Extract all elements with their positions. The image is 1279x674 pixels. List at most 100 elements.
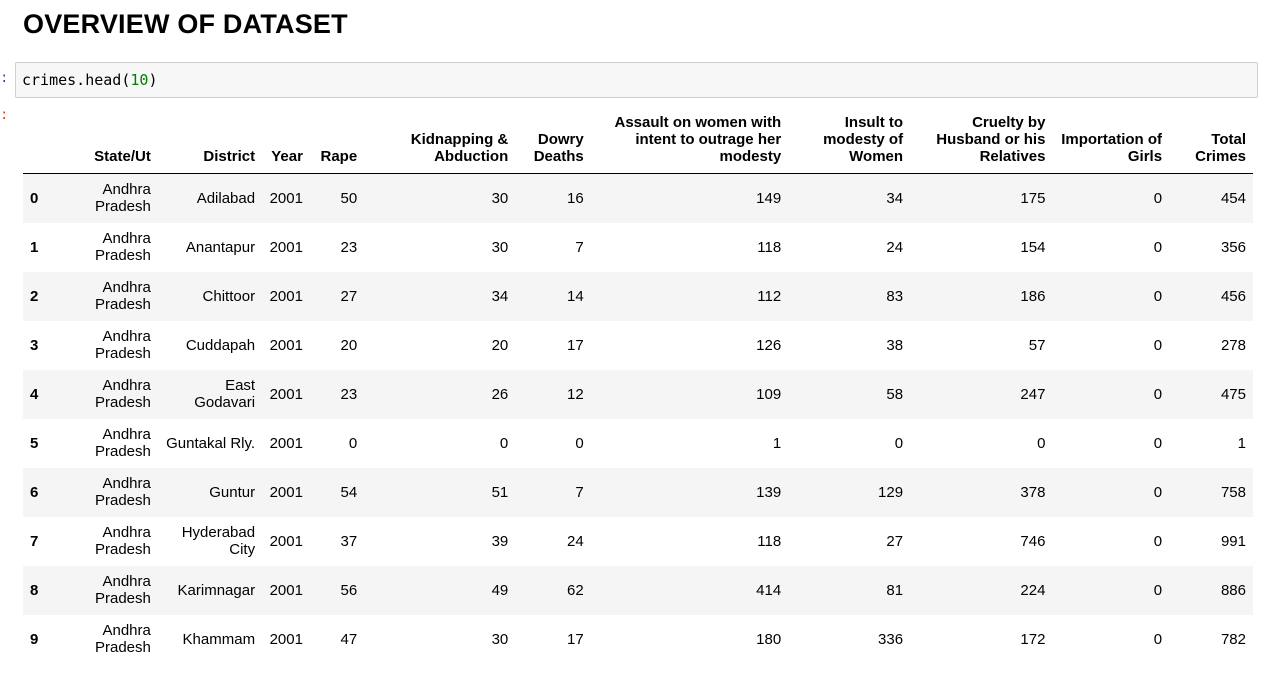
table-cell: 224 bbox=[1020, 581, 1046, 599]
column-header: Importation of Girls bbox=[1052, 110, 1170, 174]
column-header: District bbox=[157, 110, 263, 174]
table-cell: Hyderabad City bbox=[181, 524, 256, 558]
table-cell: 356 bbox=[1220, 238, 1246, 256]
table-cell: 0 bbox=[1153, 581, 1163, 599]
table-cell: 17 bbox=[567, 336, 584, 354]
table-cell: 414 bbox=[756, 581, 782, 599]
table-cell: 83 bbox=[886, 287, 904, 305]
table-row: 0 Andhra Pradesh Adilabad 2001 50 30 16 149 34 17… bbox=[23, 173, 1253, 223]
table-cell: 0 bbox=[1153, 287, 1163, 305]
table-cell: 172 bbox=[1020, 630, 1046, 648]
table-cell: Andhra Pradesh bbox=[94, 377, 151, 411]
table-cell: 2001 bbox=[269, 532, 303, 550]
table-cell: 0 bbox=[894, 434, 904, 452]
index-header bbox=[23, 110, 64, 174]
table-cell: 991 bbox=[1220, 532, 1246, 550]
table-cell: 0 bbox=[1153, 630, 1163, 648]
table-cell: 0 bbox=[1037, 434, 1046, 452]
table-cell: 47 bbox=[340, 630, 358, 648]
table-cell: 118 bbox=[757, 238, 782, 256]
table-cell: 81 bbox=[886, 581, 904, 599]
table-cell: 454 bbox=[1220, 189, 1246, 207]
table-cell: 149 bbox=[756, 189, 782, 207]
table-cell: 54 bbox=[340, 483, 358, 501]
table-cell: 139 bbox=[756, 483, 782, 501]
table-row: 5 Andhra Pradesh Guntakal Rly. 2001 0 0 0 1 0 0 0 1 bbox=[23, 419, 1253, 468]
output-prompt: : bbox=[0, 108, 9, 124]
table-cell: 51 bbox=[491, 483, 509, 501]
table-cell: 1 bbox=[1237, 434, 1246, 452]
row-index: 5 bbox=[30, 434, 39, 452]
table-cell: Khammam bbox=[182, 630, 256, 648]
table-body: 0 Andhra Pradesh Adilabad 2001 50 30 16 149 34 17… bbox=[23, 173, 1253, 664]
row-index: 1 bbox=[30, 238, 39, 256]
table-cell: 2001 bbox=[269, 189, 303, 207]
table-row: 2 Andhra Pradesh Chittoor 2001 27 34 14 112 83 18… bbox=[23, 271, 1253, 321]
table-cell: 2001 bbox=[269, 287, 303, 305]
table-cell: 20 bbox=[340, 336, 358, 354]
table-cell: 62 bbox=[567, 581, 584, 599]
table-cell: 2001 bbox=[269, 336, 303, 354]
table-cell: 2001 bbox=[269, 581, 303, 599]
row-index: 0 bbox=[30, 189, 39, 207]
row-index: 4 bbox=[30, 385, 39, 403]
input-prompt: : bbox=[0, 71, 9, 87]
table-cell: Guntakal Rly. bbox=[166, 434, 256, 452]
table-row: 1 Andhra Pradesh Anantapur 2001 23 30 7 118 24 15… bbox=[23, 223, 1253, 272]
table-cell: 0 bbox=[1153, 238, 1163, 256]
table-cell: 0 bbox=[1153, 532, 1163, 550]
table-cell: 109 bbox=[756, 385, 782, 403]
row-index: 2 bbox=[30, 287, 39, 305]
table-cell: 336 bbox=[878, 630, 904, 648]
table-cell: Andhra Pradesh bbox=[94, 230, 151, 264]
table-cell: 0 bbox=[1153, 189, 1163, 207]
table-cell: 0 bbox=[499, 434, 509, 452]
table-cell: Andhra Pradesh bbox=[94, 426, 151, 460]
table-cell: 126 bbox=[756, 336, 782, 354]
table-cell: 2001 bbox=[269, 483, 303, 501]
table-cell: 0 bbox=[1153, 336, 1163, 354]
table-cell: 0 bbox=[1153, 483, 1163, 501]
dataframe-table: State/Ut District Year Rape Kidnapping & Abd… bbox=[23, 110, 1253, 664]
table-cell: Andhra Pradesh bbox=[94, 622, 151, 656]
table-cell: 50 bbox=[340, 189, 358, 207]
table-cell: 758 bbox=[1220, 483, 1246, 501]
table-cell: 475 bbox=[1220, 385, 1246, 403]
row-index: 8 bbox=[30, 581, 39, 599]
table-cell: 30 bbox=[491, 630, 509, 648]
table-cell: 23 bbox=[340, 238, 358, 256]
table-cell: 57 bbox=[1028, 336, 1046, 354]
column-header: Kidnapping & Abduction bbox=[364, 110, 516, 174]
code-text-end: ) bbox=[148, 71, 158, 89]
code-number-literal: 10 bbox=[130, 71, 149, 89]
table-row: 6 Andhra Pradesh Guntur 2001 54 51 7 139 129 378 0… bbox=[23, 467, 1253, 517]
row-index: 9 bbox=[30, 630, 39, 648]
column-header: Assault on women with intent to outrage … bbox=[590, 110, 789, 174]
table-row: 9 Andhra Pradesh Khammam 2001 47 30 17 180 336 17… bbox=[23, 615, 1253, 664]
table-cell: 12 bbox=[567, 385, 584, 403]
table-cell: Andhra Pradesh bbox=[94, 475, 151, 509]
table-cell: Chittoor bbox=[202, 287, 256, 305]
table-cell: 23 bbox=[340, 385, 358, 403]
table-cell: 456 bbox=[1220, 287, 1246, 305]
table-cell: 782 bbox=[1220, 630, 1246, 648]
table-cell: 0 bbox=[348, 434, 358, 452]
table-cell: Andhra Pradesh bbox=[94, 524, 151, 558]
table-row: 4 Andhra Pradesh East Godavari 2001 23 26 12 10… bbox=[23, 369, 1253, 419]
table-cell: 118 bbox=[757, 532, 782, 550]
table-cell: 38 bbox=[886, 336, 904, 354]
column-header: Cruelty by Husband or his Relatives bbox=[910, 110, 1053, 174]
table-cell: Cuddapah bbox=[185, 336, 256, 354]
table-cell: 112 bbox=[757, 287, 782, 305]
code-cell-editor[interactable]: crimes.head(10) bbox=[15, 62, 1258, 98]
column-header: Rape bbox=[309, 110, 365, 174]
table-cell: 0 bbox=[1153, 434, 1163, 452]
table-cell: 7 bbox=[575, 238, 584, 256]
table-cell: 30 bbox=[491, 238, 509, 256]
table-cell: 24 bbox=[886, 238, 904, 256]
markdown-heading: OVERVIEW OF DATASET bbox=[23, 9, 348, 39]
row-index: 6 bbox=[30, 483, 39, 501]
table-cell: Karimnagar bbox=[177, 581, 256, 599]
table-cell: 180 bbox=[756, 630, 782, 648]
table-cell: 2001 bbox=[269, 434, 303, 452]
